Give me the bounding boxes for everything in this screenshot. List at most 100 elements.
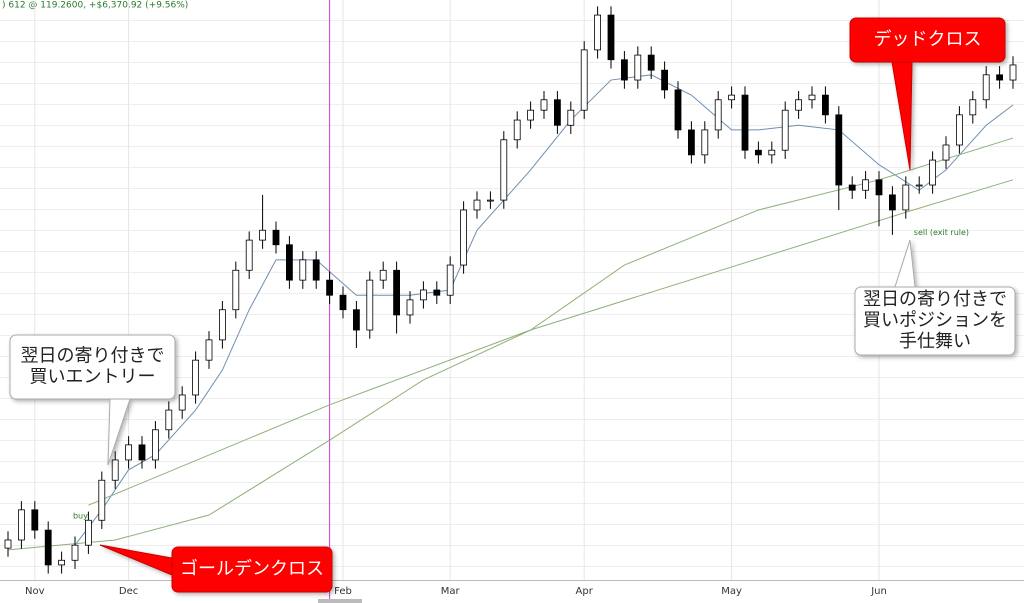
candle-body <box>138 444 146 461</box>
candle-body <box>661 69 668 91</box>
candle <box>567 101 575 134</box>
candle <box>111 451 119 489</box>
candle <box>500 131 508 209</box>
candle <box>915 176 923 194</box>
candle-body <box>232 269 240 311</box>
candle <box>352 301 360 348</box>
callout-cover <box>11 336 174 398</box>
candle <box>540 91 548 119</box>
candle <box>621 51 628 89</box>
candle <box>272 221 280 254</box>
header: ) 612 @ 119.2600, +$6,370.92 (+9.56%) <box>2 1 188 11</box>
callout-cover <box>856 288 1014 354</box>
candle <box>218 301 226 349</box>
candle <box>875 171 883 227</box>
candle-body <box>889 194 896 211</box>
candle <box>165 401 173 439</box>
callout-text: 手仕舞い <box>899 331 971 352</box>
candle <box>85 511 92 554</box>
candle-body <box>326 279 334 296</box>
candle <box>285 236 293 289</box>
candle <box>339 286 347 319</box>
callout-text: 翌日の寄り付きで <box>863 289 1007 310</box>
moving-average <box>7 137 1014 551</box>
candle-body <box>259 229 267 241</box>
candle <box>701 121 709 164</box>
candle-body <box>111 459 119 481</box>
candle-body <box>688 129 695 156</box>
x-tick-label: May <box>721 586 742 597</box>
candle-body <box>272 229 280 246</box>
candle <box>862 171 869 199</box>
candle <box>31 501 39 539</box>
candle-body <box>245 239 253 271</box>
candle-body <box>285 244 293 281</box>
candle <box>728 86 735 109</box>
candle-body <box>17 509 25 541</box>
candle-body <box>379 269 387 281</box>
candle <box>44 521 52 574</box>
callout-text: デッドクロス <box>874 29 982 50</box>
candle <box>17 501 25 549</box>
candle-body <box>31 509 39 531</box>
candle <box>205 331 213 369</box>
candle <box>808 86 816 109</box>
signal-label: buy <box>73 511 88 520</box>
candle <box>607 6 615 69</box>
candle-body <box>406 299 414 316</box>
candle-body <box>366 279 374 331</box>
x-tick-label: Dec <box>119 586 138 597</box>
signal-label: sell (exit rule) <box>914 228 969 237</box>
candle <box>419 281 427 309</box>
candle-body <box>781 109 789 151</box>
candle <box>594 6 601 59</box>
candle <box>58 551 65 574</box>
candle <box>822 86 829 124</box>
candle-body <box>915 184 923 187</box>
callout-cover <box>851 19 1004 61</box>
scrollbar <box>318 599 362 603</box>
callout-text: 翌日の寄り付きで <box>21 346 165 367</box>
candle-body <box>218 309 226 341</box>
candle <box>326 271 334 304</box>
candle-body <box>486 199 494 202</box>
candle-body <box>433 289 441 296</box>
candle <box>433 281 441 304</box>
candle <box>138 436 146 469</box>
candle-body <box>647 54 655 71</box>
x-tick-label: Apr <box>576 586 594 597</box>
candle-body <box>473 199 481 211</box>
candle-body <box>835 114 843 186</box>
candle-body <box>393 269 401 316</box>
x-tick-label: Mar <box>441 586 461 597</box>
candle-body <box>862 179 869 191</box>
callout-text: 買いエントリー <box>30 367 156 388</box>
candle-body <box>607 14 615 61</box>
candle-body <box>192 359 200 396</box>
callout-cover <box>173 548 331 591</box>
candle <box>527 101 534 129</box>
candle-body <box>795 99 802 111</box>
callout-text: ゴールデンクロス <box>180 559 324 580</box>
candle-body <box>755 149 762 156</box>
candle <box>406 291 414 324</box>
candle <box>4 531 12 557</box>
candle-body <box>714 99 722 131</box>
candle-body <box>942 144 950 161</box>
candle <box>634 46 642 89</box>
candle-body <box>125 444 132 461</box>
candle-body <box>85 519 92 546</box>
candle-body <box>554 99 561 126</box>
candle <box>460 201 468 274</box>
candle-body <box>848 184 856 191</box>
candle-body <box>165 409 173 431</box>
candle-body <box>875 179 883 196</box>
candle <box>71 536 79 569</box>
candle-body <box>352 309 360 331</box>
callout <box>849 17 1006 171</box>
candle <box>473 191 481 219</box>
candle <box>513 111 521 149</box>
candle <box>245 231 253 279</box>
